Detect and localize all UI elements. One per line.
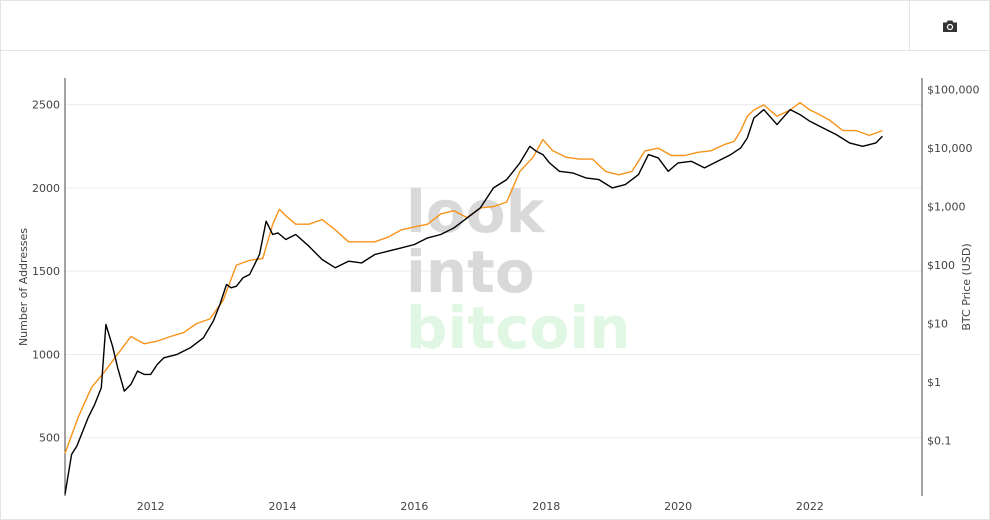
y-right-tick-label: $100,000 [927,84,980,97]
watermark-into: into [406,238,535,306]
camera-icon[interactable] [942,18,958,34]
x-tick-label: 2014 [269,500,297,513]
tick-labels: 500 1000 1500 2000 2500 $0.1 $1 $10 $100 $1,000 $1… [32,84,980,513]
chart-toolbar [1,1,989,51]
x-tick-label: 2022 [796,500,824,513]
watermark-bitcoin: bitcoin [406,294,631,362]
x-tick-label: 2018 [532,500,560,513]
y-left-tick-label: 2000 [32,182,60,195]
y-right-tick-label: $1 [927,376,941,389]
y-left-tick-label: 2500 [32,99,60,112]
y-axis-right-label: BTC Price (USD) [960,243,973,330]
y-right-tick-label: $10 [927,318,948,331]
series-layer [64,102,883,495]
y-right-tick-label: $100 [927,259,955,272]
axes [64,78,923,496]
y-right-tick-label: $1,000 [927,201,966,214]
watermark: look into bitcoin [406,178,631,362]
addresses-line [64,108,883,495]
x-tick-label: 2012 [137,500,165,513]
y-right-tick-label: $0.1 [927,434,952,447]
y-left-tick-label: 500 [39,432,60,445]
y-left-tick-label: 1000 [32,348,60,361]
y-axis-left-label: Number of Addresses [17,228,30,346]
btc-price-line [64,102,883,454]
y-left-tick-label: 1500 [32,265,60,278]
y-right-tick-label: $10,000 [927,142,973,155]
x-tick-label: 2016 [400,500,428,513]
x-tick-label: 2020 [664,500,692,513]
toolbar-cell [909,1,990,50]
camera-icon-glyph [943,20,957,32]
